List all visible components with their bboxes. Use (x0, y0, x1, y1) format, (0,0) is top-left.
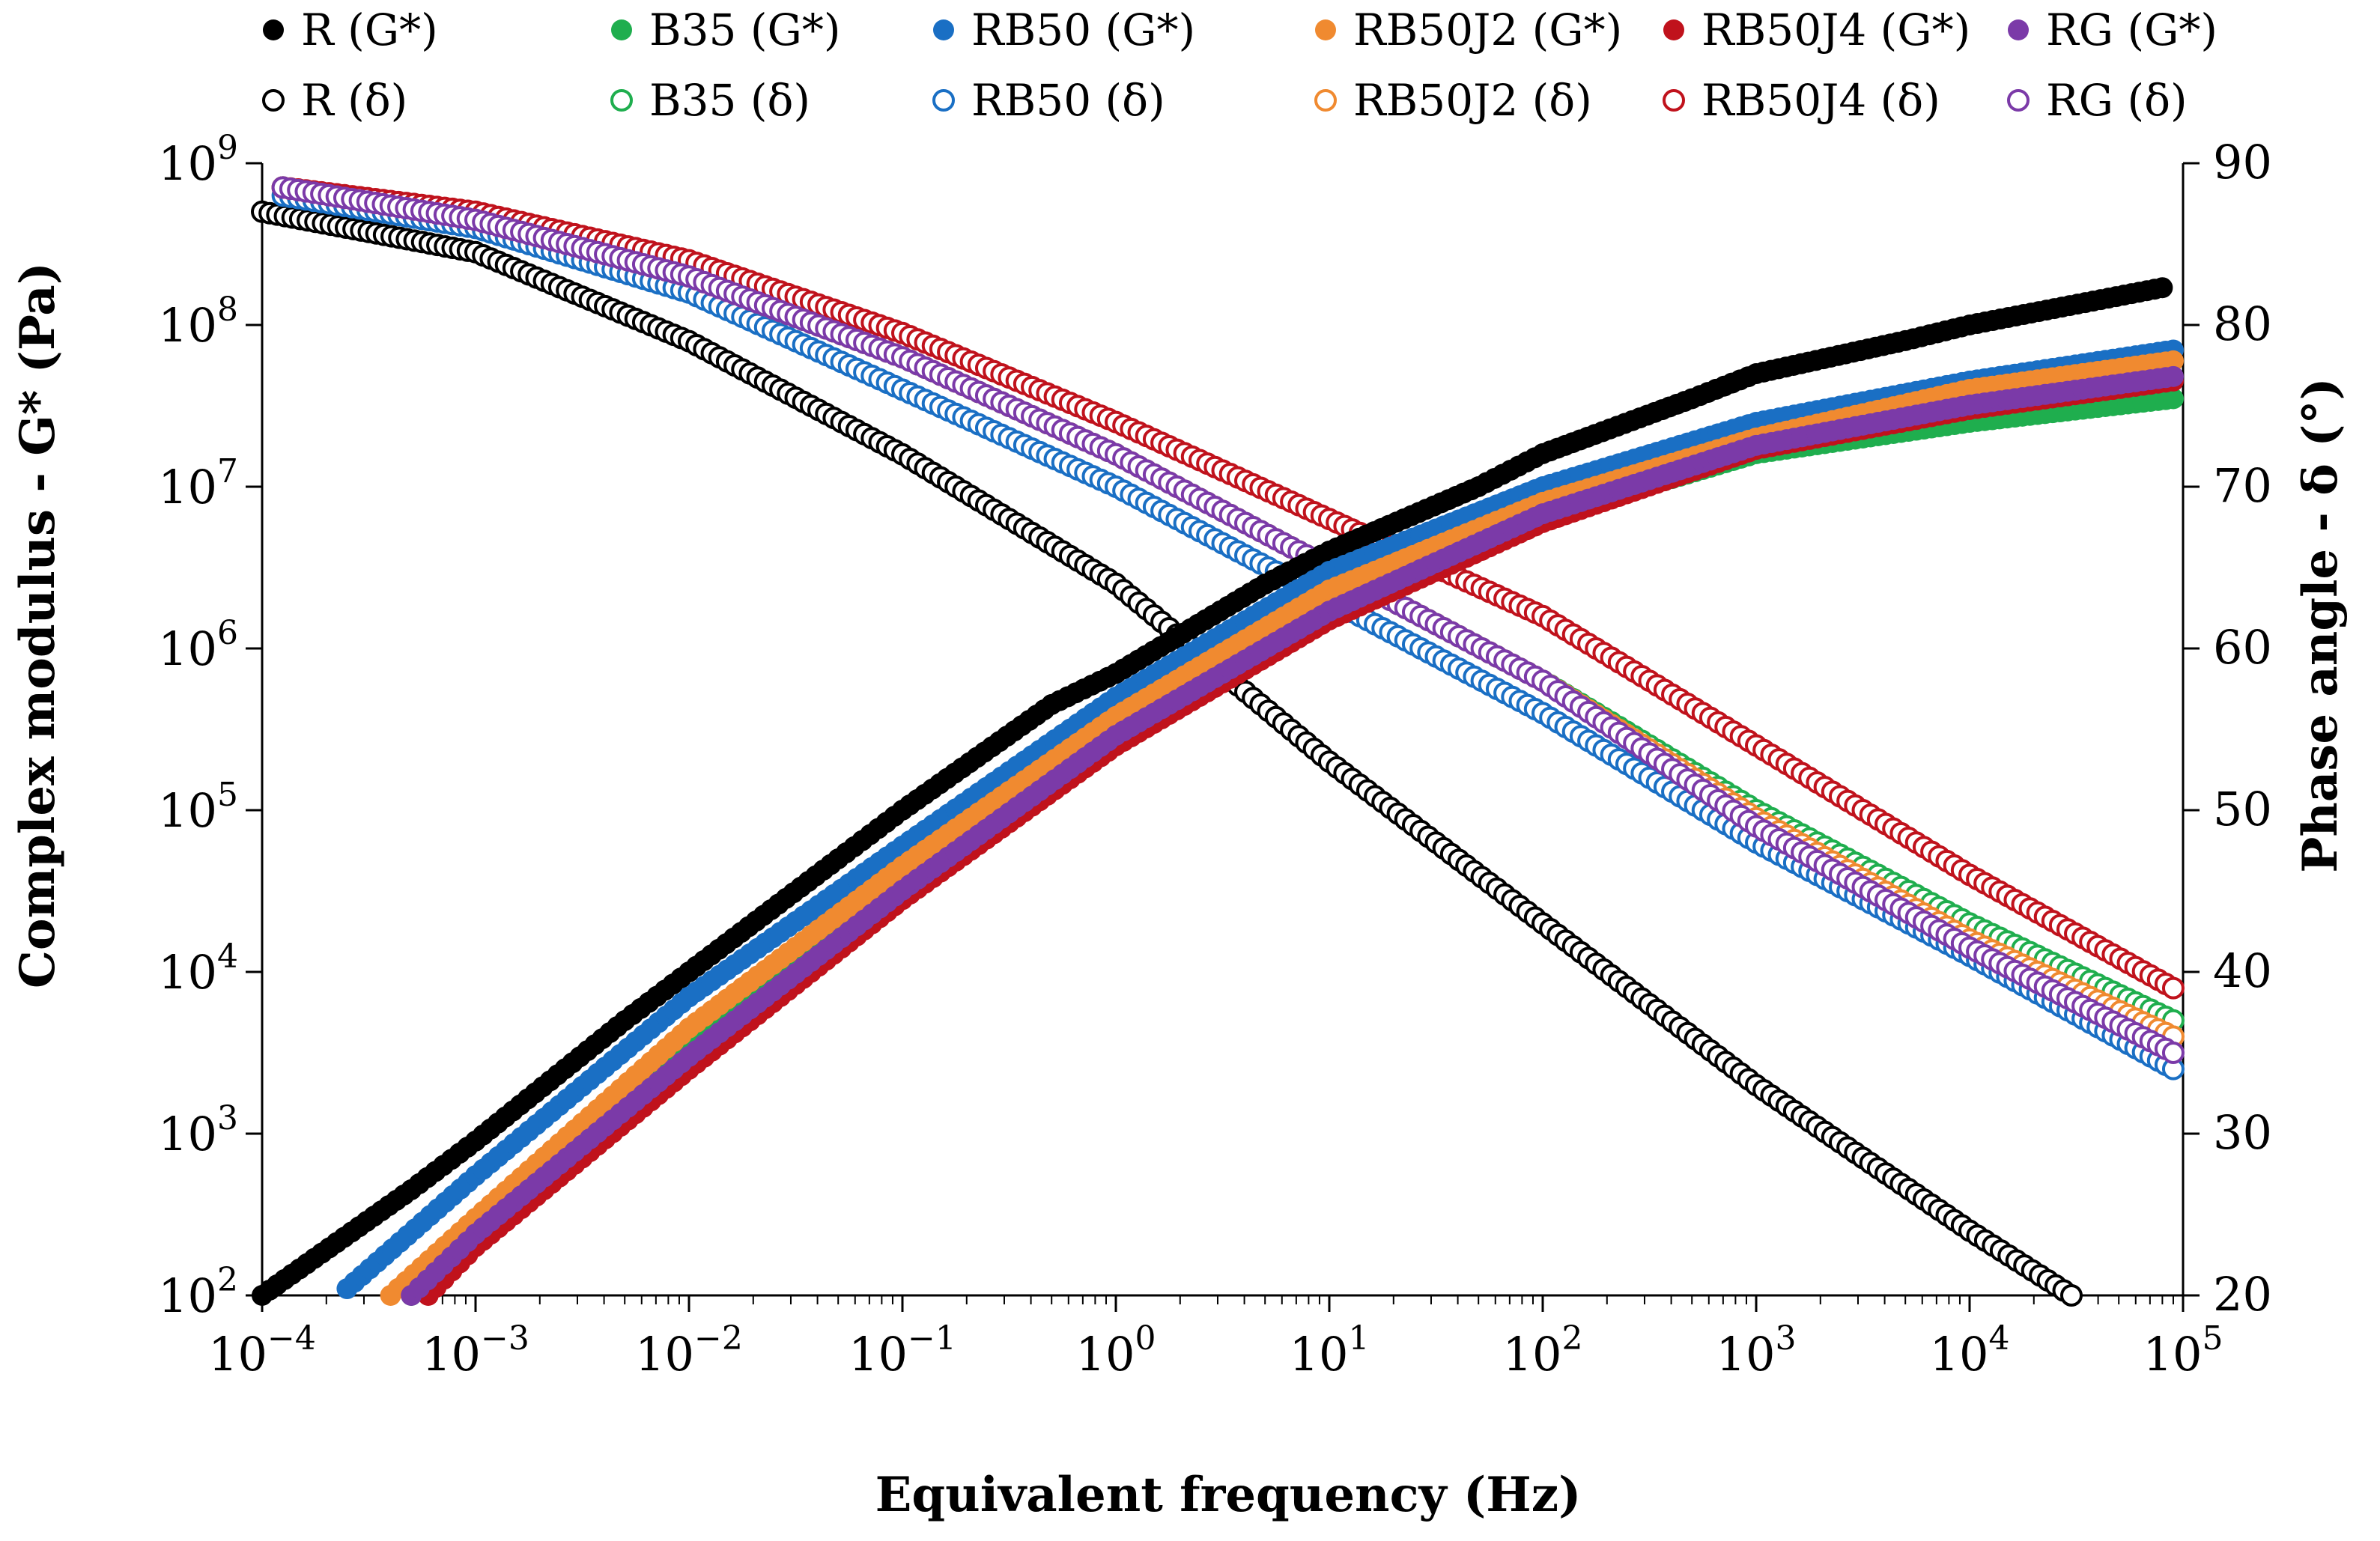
legend-marker (2008, 19, 2029, 40)
legend-marker (263, 19, 284, 40)
legend-entry: RG (G*) (2008, 4, 2217, 55)
x-tick-label: 105 (2143, 1319, 2223, 1382)
legend-label: RG (G*) (2046, 4, 2217, 55)
legend-entry: RB50J2 (G*) (1315, 4, 1622, 55)
data-point (2161, 976, 2185, 1000)
y-right-tick-label: 30 (2213, 1105, 2272, 1160)
y-left-tick-label: 107 (158, 452, 238, 514)
y-right-tick-label: 70 (2213, 458, 2272, 513)
legend-entry: B35 (G*) (611, 4, 840, 55)
y-left-tick-label: 109 (158, 129, 238, 191)
series-6 (251, 200, 2083, 1307)
y-right-tick-label: 80 (2213, 297, 2272, 351)
legend-label: B35 (G*) (649, 4, 840, 55)
legend-marker (933, 19, 954, 40)
legend-entry: RG (δ) (2007, 75, 2188, 126)
legend-entry: R (δ) (262, 75, 407, 126)
x-tick-label: 10−3 (422, 1319, 529, 1382)
x-tick-label: 104 (1930, 1319, 2010, 1382)
data-point (2162, 388, 2184, 410)
legend-marker (610, 89, 633, 112)
legend-label: RB50J4 (G*) (1701, 4, 1970, 55)
axes: 10−4 10−3 10−2 10−1 100 101 102 103 104 105 102 103… (158, 129, 2272, 1382)
legend-marker (611, 19, 632, 40)
y-left-tick-label: 105 (158, 776, 238, 838)
x-tick-label: 10−1 (849, 1319, 956, 1382)
data-point (2161, 1042, 2185, 1064)
legend-label: RB50 (G*) (971, 4, 1195, 55)
legend-label: RB50J2 (G*) (1353, 4, 1622, 55)
legend-label: RB50J4 (δ) (1701, 75, 1940, 126)
data-point (2162, 350, 2184, 371)
x-tick-label: 103 (1716, 1319, 1797, 1382)
y-right-tick-label: 90 (2213, 135, 2272, 189)
y-axis-left-title: Complex modulus - G* (Pa) (10, 262, 66, 988)
legend-marker (1315, 19, 1336, 40)
y-left-tick-label: 104 (158, 937, 238, 1000)
legend-label: RB50 (δ) (971, 75, 1165, 126)
legend-label: RG (δ) (2046, 75, 2188, 126)
legend-marker (1663, 89, 1685, 112)
data-points (251, 176, 2185, 1307)
y-left-tick-label: 103 (158, 1099, 238, 1161)
series-0 (252, 277, 2173, 1306)
legend-entry: RB50J4 (δ) (1663, 75, 1940, 126)
legend-entry: RB50 (G*) (933, 4, 1195, 55)
legend-entry: RB50 (δ) (932, 75, 1165, 126)
legend-marker (262, 89, 285, 112)
y-left-tick-label: 108 (158, 291, 238, 353)
legend-marker (1314, 89, 1337, 112)
x-axis-title: Equivalent frequency (Hz) (875, 1467, 1582, 1523)
x-tick-label: 10−4 (208, 1319, 316, 1382)
data-point (2162, 365, 2184, 387)
legend-label: R (G*) (301, 4, 438, 55)
x-tick-label: 100 (1076, 1319, 1156, 1382)
x-tick-label: 10−2 (635, 1319, 743, 1382)
legend-entry: RB50J4 (G*) (1663, 4, 1970, 55)
legend-marker (1663, 19, 1684, 40)
legend-marker (932, 89, 955, 112)
y-axis-right-title: Phase angle - δ (°) (2292, 377, 2349, 873)
y-right-tick-label: 50 (2213, 782, 2272, 836)
legend-entry: RB50J2 (δ) (1314, 75, 1592, 126)
legend-label: RB50J2 (δ) (1353, 75, 1592, 126)
y-left-tick-label: 106 (158, 614, 238, 676)
y-right-tick-label: 60 (2213, 620, 2272, 675)
legend-entry: B35 (δ) (610, 75, 810, 126)
x-tick-label: 102 (1503, 1319, 1583, 1382)
y-right-tick-label: 40 (2213, 943, 2272, 998)
data-point (2152, 277, 2173, 299)
y-right-tick-label: 20 (2213, 1267, 2272, 1322)
legend: R (G*) B35 (G*) RB50 (G*) RB50J2 (G*) RB50J4… (262, 4, 2217, 126)
data-point (2059, 1284, 2083, 1307)
y-left-tick-label: 102 (158, 1261, 238, 1323)
legend-label: R (δ) (301, 75, 407, 126)
legend-entry: R (G*) (263, 4, 438, 55)
legend-marker (2007, 89, 2030, 112)
legend-label: B35 (δ) (649, 75, 810, 126)
x-tick-label: 101 (1290, 1319, 1370, 1382)
series-5 (401, 365, 2184, 1306)
